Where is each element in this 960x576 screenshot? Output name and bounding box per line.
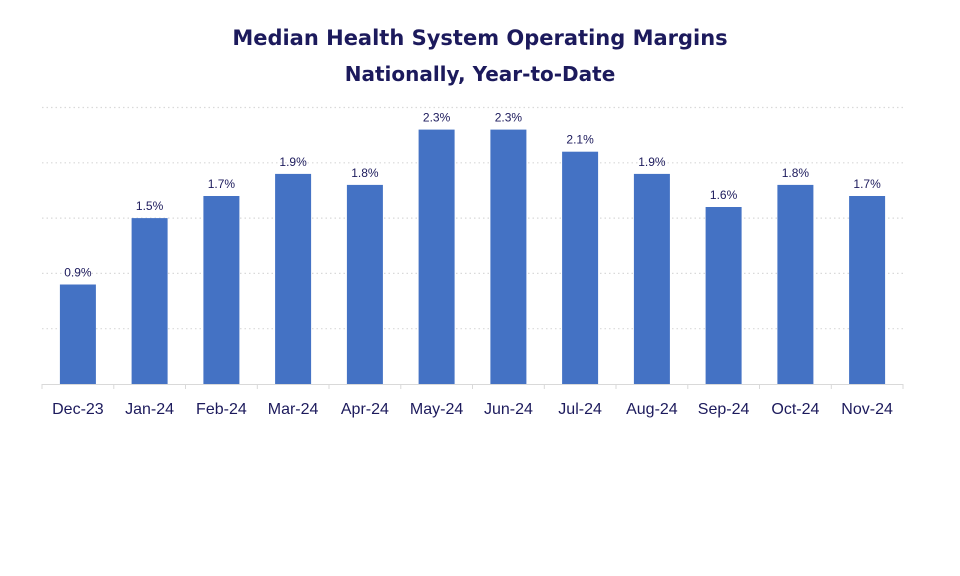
data-label: 2.1% <box>566 133 594 147</box>
data-label: 2.3% <box>495 111 523 125</box>
bar <box>203 196 240 384</box>
gridlines <box>42 106 903 330</box>
data-label: 1.6% <box>710 188 738 202</box>
x-tick-label: Feb-24 <box>196 401 247 418</box>
x-tick-label: Apr-24 <box>341 401 389 418</box>
chart-subtitle: Nationally, Year-to-Date <box>344 62 616 86</box>
bar <box>633 173 670 384</box>
bar <box>346 184 383 384</box>
data-label: 1.8% <box>351 166 379 180</box>
bar <box>275 173 312 384</box>
chart-title: Median Health System Operating Margins <box>232 26 728 50</box>
bar <box>562 151 599 384</box>
data-labels: 0.9% 1.5% 1.7% 1.9% 1.8% 2.3% 2.3% 2.1% 1.9% 1.6%… <box>64 111 881 280</box>
x-tick-label: Aug-24 <box>626 401 678 418</box>
x-tick-label: Sep-24 <box>698 401 750 418</box>
bar <box>777 184 814 384</box>
data-label: 1.5% <box>136 199 164 213</box>
bar <box>59 284 96 384</box>
bar <box>490 129 527 384</box>
x-tick-label: May-24 <box>410 401 463 418</box>
data-label: 1.9% <box>279 155 307 169</box>
x-axis: Dec-23 Jan-24 Feb-24 Mar-24 Apr-24 May-24 Jun-… <box>41 384 904 418</box>
x-tick-label: Jan-24 <box>125 401 174 418</box>
x-tick-label: Jun-24 <box>484 401 533 418</box>
x-tick-label: Mar-24 <box>268 401 319 418</box>
bars <box>59 129 886 384</box>
x-tick-label: Dec-23 <box>52 401 104 418</box>
data-label: 1.8% <box>782 166 810 180</box>
data-label: 1.9% <box>638 155 666 169</box>
data-label: 2.3% <box>423 111 451 125</box>
data-label: 1.7% <box>853 177 881 191</box>
bar <box>705 207 742 384</box>
bar <box>131 218 168 384</box>
data-label: 0.9% <box>64 266 92 280</box>
x-tick-label: Nov-24 <box>841 401 893 418</box>
bar <box>849 196 886 384</box>
data-label: 1.7% <box>208 177 236 191</box>
x-tick-label: Oct-24 <box>771 401 819 418</box>
x-tick-label: Jul-24 <box>558 401 602 418</box>
bar <box>418 129 455 384</box>
